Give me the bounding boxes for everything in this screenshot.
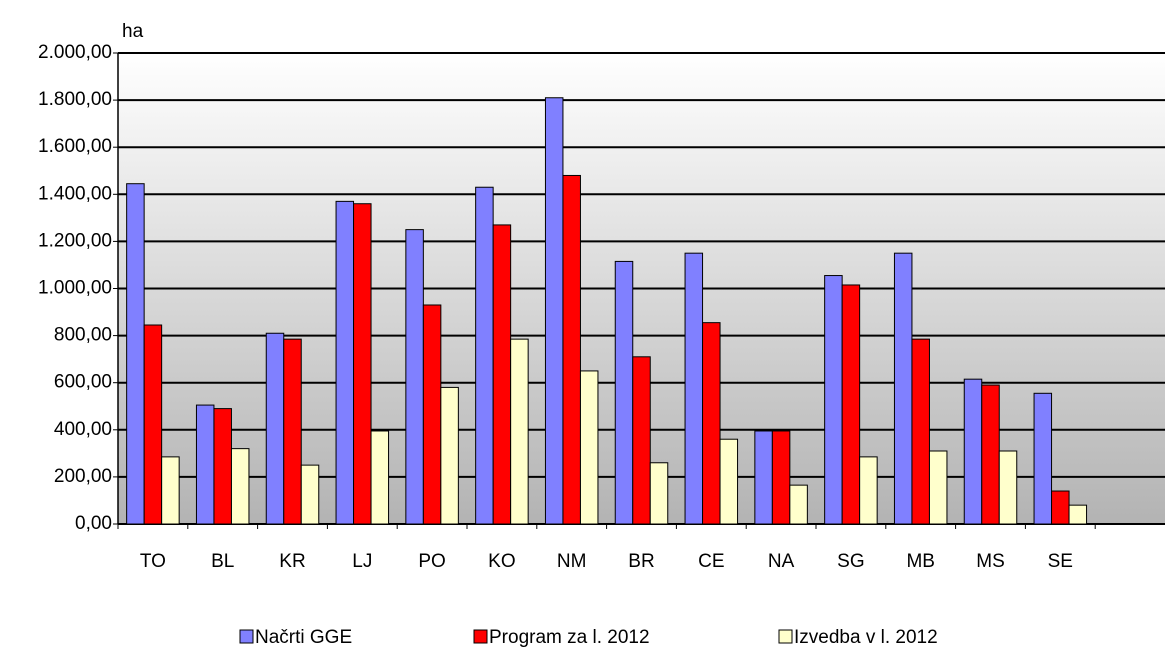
bar (911, 338, 930, 525)
x-tick-label: SE (1048, 551, 1073, 572)
bar (841, 284, 861, 525)
bar (161, 456, 180, 525)
legend-label: Načrti GGE (255, 627, 352, 648)
bar (143, 324, 163, 525)
y-tick-label: 600,00 (54, 372, 112, 393)
x-tick-label: BR (628, 551, 654, 572)
y-unit: ha (122, 21, 144, 42)
bar (265, 332, 285, 525)
y-tick-label: 2.000,00 (38, 42, 112, 63)
x-tick-label: SG (837, 551, 864, 572)
x-tick-label: KR (279, 551, 305, 572)
bar (1033, 392, 1053, 525)
bar (754, 430, 773, 525)
bar (893, 252, 913, 525)
x-tick-label: NA (768, 551, 795, 572)
x-tick-label: BL (211, 551, 234, 572)
x-tick-label: MB (906, 551, 935, 572)
y-tick-label: 200,00 (54, 466, 112, 487)
bar (771, 430, 791, 525)
legend-label: Program za l. 2012 (489, 627, 650, 648)
bar (981, 384, 1000, 525)
y-tick-label: 1.000,00 (38, 278, 112, 299)
bar (405, 229, 424, 525)
bar (422, 304, 442, 525)
bar (684, 252, 704, 525)
bar (963, 378, 983, 525)
bar (475, 186, 494, 525)
bar (353, 203, 372, 525)
y-tick-label: 800,00 (54, 325, 112, 346)
y-tick-label: 1.200,00 (38, 230, 112, 251)
x-tick-label: NM (557, 551, 587, 572)
y-tick-label: 1.800,00 (38, 89, 112, 110)
bar (544, 97, 564, 525)
bar (702, 322, 721, 525)
bar (649, 462, 669, 525)
bar (126, 183, 145, 525)
y-tick-label: 1.600,00 (38, 136, 112, 157)
bar (300, 464, 320, 525)
x-tick-label: KO (488, 551, 515, 572)
x-tick-label: LJ (352, 551, 372, 572)
y-tick-label: 400,00 (54, 419, 112, 440)
legend-swatch (778, 629, 793, 644)
bar (928, 450, 948, 525)
bar (213, 408, 232, 525)
x-tick-label: CE (698, 551, 724, 572)
legend-swatch (473, 629, 488, 644)
bar (492, 224, 512, 525)
x-tick-label: PO (418, 551, 445, 572)
bar (1068, 504, 1088, 525)
bar (859, 456, 878, 525)
bar (335, 200, 355, 525)
bar (440, 386, 459, 525)
bar (562, 174, 581, 525)
y-tick-label: 1.400,00 (38, 183, 112, 204)
bar (632, 356, 651, 525)
bar (719, 438, 739, 525)
bar (789, 484, 808, 525)
bar (1051, 490, 1070, 525)
y-tick-label: 0,00 (75, 513, 112, 534)
bar (283, 338, 302, 525)
bar (230, 448, 250, 525)
bar (614, 260, 634, 525)
bar (510, 338, 529, 525)
bar (824, 275, 843, 525)
bar (370, 430, 390, 525)
bar (195, 404, 215, 525)
legend-label: Izvedba v l. 2012 (794, 627, 938, 648)
x-tick-label: MS (976, 551, 1005, 572)
bar (579, 370, 599, 525)
x-tick-label: TO (140, 551, 166, 572)
bar (998, 450, 1018, 525)
legend-swatch (239, 629, 254, 644)
